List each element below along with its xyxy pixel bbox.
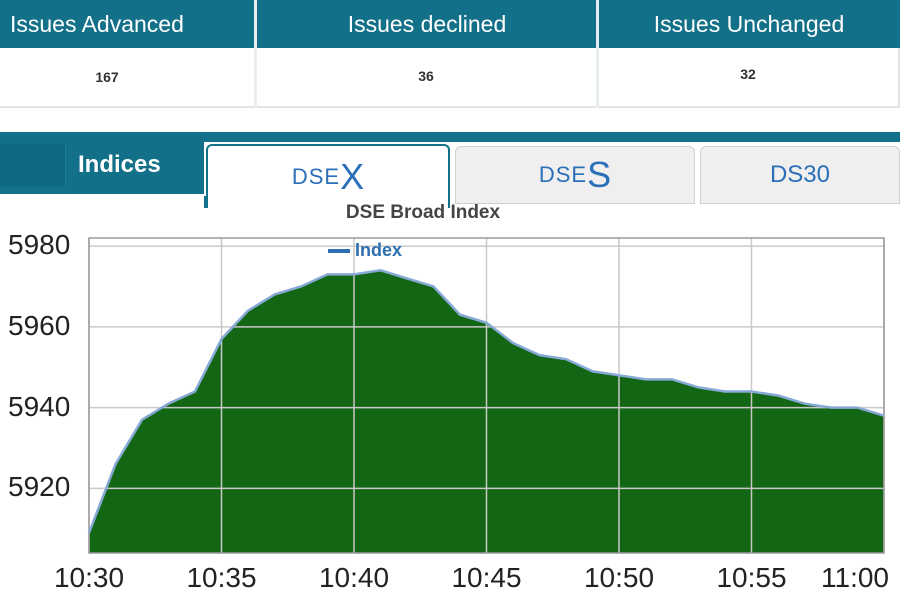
- x-tick-label: 11:00: [821, 562, 889, 593]
- legend-line-swatch: [328, 248, 350, 253]
- index-line: [87, 269, 885, 534]
- indices-underline: [0, 188, 204, 194]
- tab-dses-prefix: DSE: [538, 162, 588, 187]
- column-divider: [254, 0, 257, 108]
- x-tick-label: 10:45: [451, 562, 522, 593]
- issues-table: Issues Advanced Issues declined Issues U…: [0, 0, 900, 108]
- issues-advanced-header: Issues Advanced: [0, 0, 256, 48]
- tab-dses-suffix: S: [587, 154, 612, 195]
- tab-bar-top-line: [0, 132, 900, 142]
- dse-broad-index-chart: DSE Broad Index Index 5920 5940 5960 5980 1…: [0, 198, 900, 600]
- tab-dsex-prefix: DSE: [291, 164, 341, 189]
- tab-ds30[interactable]: DS30: [700, 146, 900, 204]
- chart-title: DSE Broad Index: [345, 202, 501, 223]
- legend-label: Index: [355, 240, 403, 260]
- column-divider: [596, 0, 599, 108]
- chart-legend: Index: [328, 240, 402, 261]
- x-tick-label: 10:30: [53, 562, 125, 593]
- tab-dsex[interactable]: DSE X: [206, 144, 450, 208]
- plot-border: [88, 237, 885, 554]
- tab-ds30-label: DS30: [769, 161, 831, 188]
- indices-tab-bar: Indices DSE X DSE S DS30: [0, 132, 900, 208]
- x-tick-label: 10:55: [716, 562, 787, 593]
- x-tick-label: 10:40: [318, 562, 390, 593]
- issues-unchanged-header: Issues Unchanged: [598, 0, 900, 48]
- issues-declined-header: Issues declined: [256, 0, 598, 48]
- x-tick-label: 10:35: [186, 562, 257, 593]
- tab-dses[interactable]: DSE S: [455, 146, 695, 204]
- indices-notch: [0, 144, 66, 186]
- issues-unchanged-value: 32: [598, 48, 900, 108]
- issues-declined-value: 36: [256, 48, 598, 108]
- issues-advanced-value: 167: [0, 48, 256, 108]
- y-tick-label: 5940: [8, 390, 71, 422]
- y-tick-label: 5980: [8, 229, 71, 261]
- y-tick-label: 5920: [8, 471, 71, 503]
- chart-canvas: [87, 237, 885, 554]
- y-tick-label: 5960: [8, 309, 71, 341]
- tab-dsex-suffix: X: [340, 156, 365, 197]
- x-tick-label: 10:50: [583, 562, 655, 593]
